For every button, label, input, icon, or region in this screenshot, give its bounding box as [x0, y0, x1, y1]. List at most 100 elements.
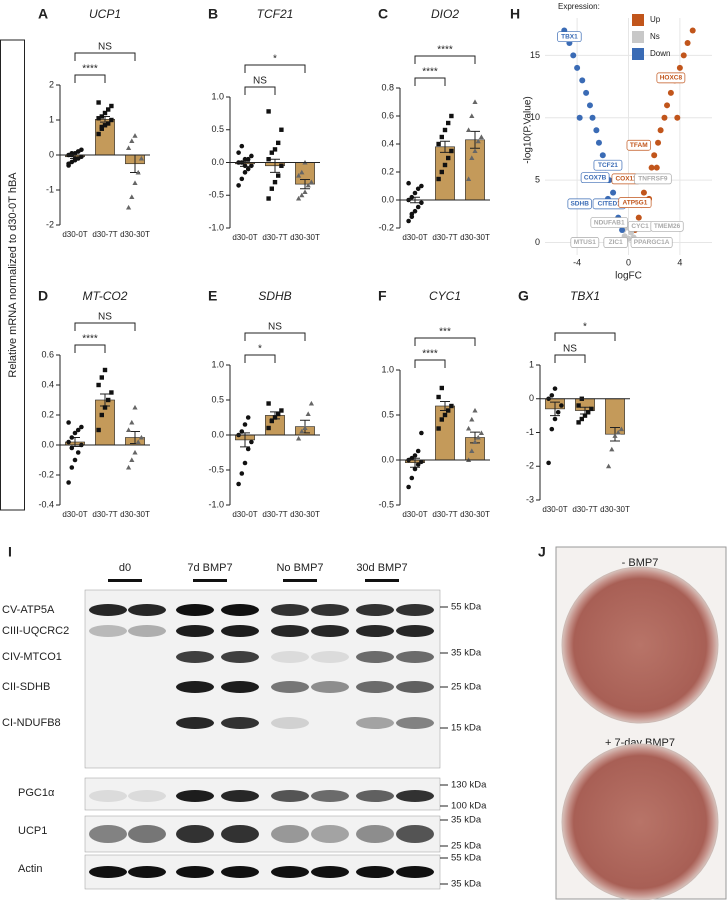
data-point — [442, 412, 448, 418]
gene-label: TFAM — [630, 142, 648, 149]
data-point — [442, 127, 448, 133]
blot-band — [311, 651, 349, 663]
data-point — [302, 189, 308, 194]
y-tick-label: -0.2 — [38, 469, 54, 479]
x-tick-label: d30-0T — [62, 230, 87, 239]
blot-band — [271, 651, 309, 663]
data-point — [409, 214, 415, 220]
gene-label-box — [590, 217, 628, 228]
x-tick-label: d30-7T — [92, 510, 117, 519]
data-point — [69, 435, 75, 440]
blot-band — [176, 625, 214, 637]
marker-label: 55 kDa — [451, 602, 482, 613]
data-point — [469, 416, 475, 422]
marker-label: 55 kDa — [451, 853, 482, 864]
bar-panel: B TCF21 -1.0 -0.5 0.0 0.5 1.0 d30-0T d30-7T d30-3… — [208, 6, 320, 242]
volcano-panel: H -4 0 4 0 5 10 15 logFC -log10(P.Value) TBX1 HOXC8… — [510, 2, 712, 282]
data-point — [276, 411, 281, 417]
significance-label: **** — [422, 349, 438, 360]
data-point — [439, 134, 444, 140]
blot-band — [128, 790, 166, 802]
data-point — [126, 427, 132, 432]
data-point — [296, 195, 302, 201]
gene-label-box — [630, 237, 673, 248]
data-point — [236, 183, 241, 188]
blot-band — [221, 651, 259, 663]
data-point — [109, 103, 114, 109]
data-point — [546, 460, 551, 466]
data-point — [549, 393, 555, 398]
data-point — [242, 156, 248, 162]
data-point — [239, 176, 245, 182]
data-point — [586, 410, 591, 415]
gene-label: COX11 — [615, 176, 636, 183]
blot-band — [356, 825, 394, 843]
volcano-point — [589, 114, 596, 121]
blot-band — [356, 790, 394, 802]
data-point — [66, 480, 71, 485]
bar-panel: C DIO2 -0.2 0.0 0.2 0.4 0.6 0.8 d30-0T d30-7T d30-… — [378, 6, 490, 242]
y-tick-label: -1.0 — [208, 499, 224, 509]
data-point — [406, 484, 411, 490]
bar-panel: D MT-CO2 -0.4 -0.2 0.0 0.2 0.4 0.6 d30-0T d30-7T d… — [38, 288, 150, 519]
volcano-point — [667, 89, 674, 96]
x-tick-label: d30-30T — [600, 505, 630, 514]
marker-label: 130 kDa — [451, 780, 487, 791]
volcano-point — [570, 52, 577, 59]
data-point — [79, 424, 84, 430]
bar-panel: A UCP1 -2 -1 0 1 2 d30-0T d30-7T d30-30T ****NS — [38, 6, 150, 239]
gene-label: PPARGC1A — [634, 239, 670, 246]
data-point — [96, 116, 101, 121]
blot-band — [271, 681, 309, 693]
significance-bracket — [414, 359, 446, 368]
y-tick-label: -0.5 — [208, 190, 224, 200]
x-tick-label: d30-0T — [62, 510, 87, 519]
blot-band — [221, 717, 259, 729]
blot-band — [221, 866, 259, 878]
blot-band — [396, 790, 434, 802]
data-point — [478, 430, 484, 435]
legend-label: Ns — [650, 32, 660, 41]
data-point — [579, 416, 584, 422]
data-point — [236, 150, 241, 155]
data-point — [466, 127, 472, 132]
blot-band — [176, 717, 214, 729]
panel-letter: G — [518, 288, 529, 304]
significance-label: **** — [82, 334, 98, 345]
data-point — [419, 183, 424, 189]
y-tick-label: 0.5 — [211, 394, 224, 404]
blot-band — [176, 681, 214, 693]
marker-label: 35 kDa — [451, 815, 482, 826]
x-axis-label: logFC — [615, 271, 642, 282]
y-tick-label: 10 — [530, 112, 540, 122]
blot-band — [176, 790, 214, 802]
y-tick-label: -2 — [46, 219, 54, 229]
volcano-point — [635, 214, 642, 221]
data-point — [412, 190, 418, 196]
blot-band — [89, 866, 127, 878]
significance-bracket — [414, 55, 476, 64]
bar — [435, 146, 455, 201]
data-point — [279, 408, 284, 413]
panel-title: UCP1 — [89, 7, 121, 21]
lane-group-bar — [193, 579, 227, 582]
data-point — [245, 166, 251, 172]
y-tick-label: 0.0 — [211, 429, 224, 439]
data-point — [555, 409, 561, 415]
legend-swatch — [632, 48, 644, 60]
panel-letter: B — [208, 6, 218, 22]
data-point — [589, 406, 594, 412]
lane-group-label: 7d BMP7 — [187, 562, 232, 574]
data-point — [129, 419, 135, 425]
data-point — [436, 394, 441, 400]
y-tick-label: 2 — [49, 79, 54, 89]
data-point — [576, 420, 581, 425]
data-point — [102, 123, 108, 128]
significance-bracket — [74, 322, 136, 331]
legend-swatch — [632, 14, 644, 26]
blot-band — [89, 604, 127, 616]
data-point — [449, 113, 454, 119]
gene-label: CYC1 — [631, 223, 649, 230]
data-point — [266, 425, 271, 431]
data-point — [106, 397, 111, 403]
